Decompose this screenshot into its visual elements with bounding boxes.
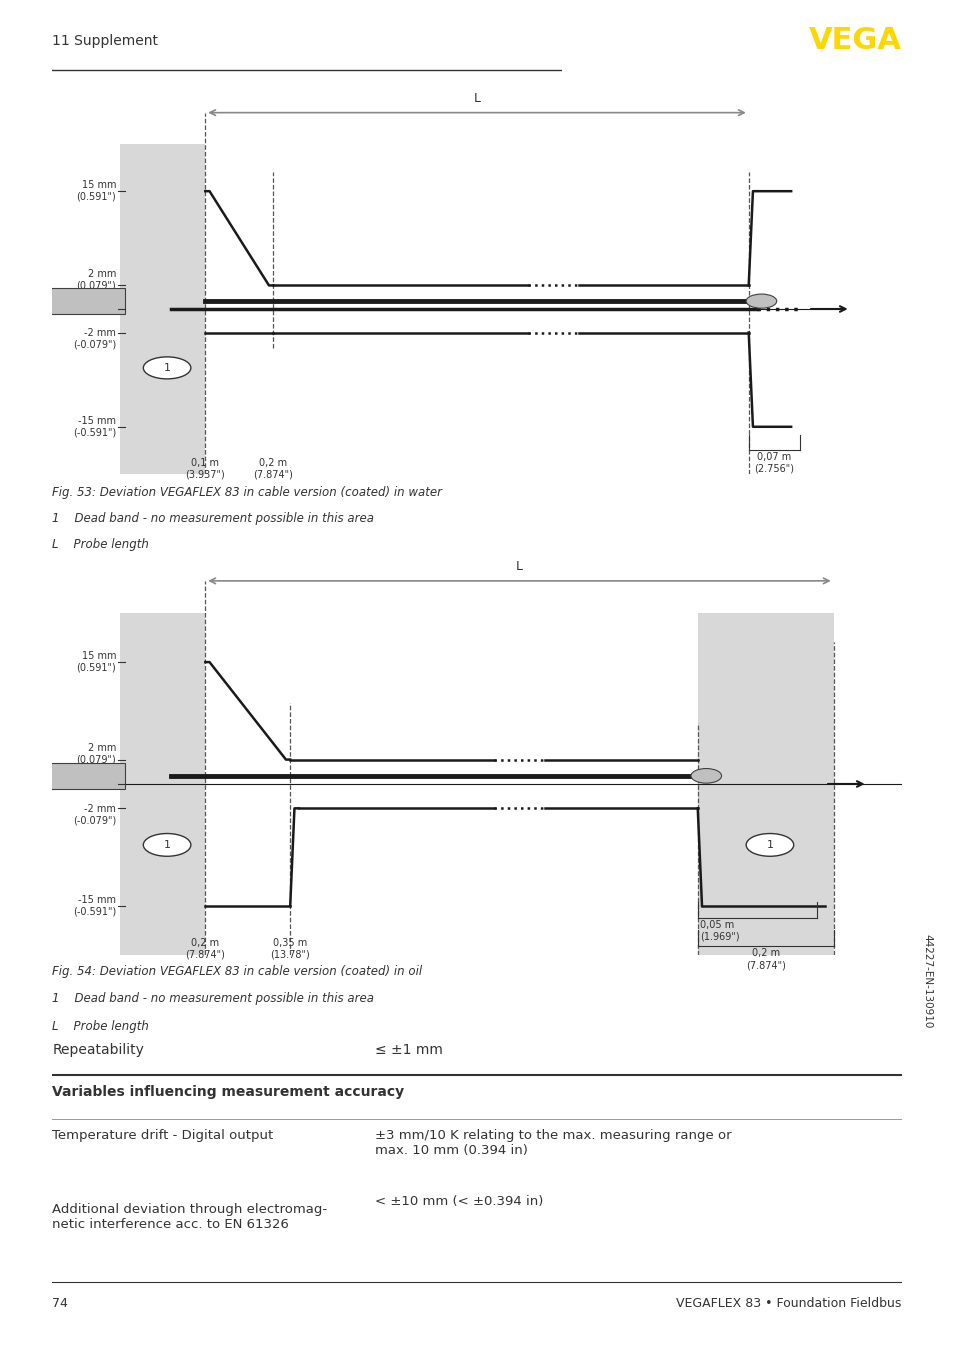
Text: -2 mm
(-0.079"): -2 mm (-0.079") (72, 328, 116, 349)
Text: 0,35 m
(13.78"): 0,35 m (13.78") (270, 938, 310, 960)
Text: 0: 0 (110, 779, 116, 789)
Text: 74: 74 (52, 1297, 69, 1309)
Text: L    Probe length: L Probe length (52, 1020, 150, 1033)
Text: 15 mm
(0.591"): 15 mm (0.591") (76, 180, 116, 202)
Text: VEGA: VEGA (808, 26, 901, 56)
Text: Repeatability: Repeatability (52, 1043, 144, 1056)
Text: Temperature drift - Digital output: Temperature drift - Digital output (52, 1129, 274, 1141)
Bar (697, 613, 833, 955)
Text: 11 Supplement: 11 Supplement (52, 34, 158, 47)
Text: 0,2 m
(7.874"): 0,2 m (7.874") (745, 948, 784, 969)
Text: 44227-EN-130910: 44227-EN-130910 (922, 934, 932, 1029)
Text: Variables influencing measurement accuracy: Variables influencing measurement accura… (52, 1085, 404, 1098)
Text: Fig. 53: Deviation VEGAFLEX 83 in cable version (coated) in water: Fig. 53: Deviation VEGAFLEX 83 in cable … (52, 486, 442, 500)
Text: L: L (516, 559, 522, 573)
Text: 0,2 m
(7.874"): 0,2 m (7.874") (253, 458, 293, 479)
Text: 1    Dead band - no measurement possible in this area: 1 Dead band - no measurement possible in… (52, 512, 375, 525)
Text: 0: 0 (110, 305, 116, 314)
Circle shape (690, 769, 720, 783)
Bar (0, 282, 41, 321)
Text: L: L (473, 92, 480, 104)
Text: 15 mm
(0.591"): 15 mm (0.591") (76, 651, 116, 673)
Text: < ±10 mm (< ±0.394 in): < ±10 mm (< ±0.394 in) (375, 1194, 543, 1208)
Text: -2 mm
(-0.079"): -2 mm (-0.079") (72, 804, 116, 825)
Bar (33, 288, 125, 314)
Text: 0,07 m
(2.756"): 0,07 m (2.756") (754, 452, 793, 474)
Text: 0,1 m
(3.937"): 0,1 m (3.937") (185, 458, 225, 479)
Text: Additional deviation through electromag-
netic interference acc. to EN 61326: Additional deviation through electromag-… (52, 1202, 327, 1231)
Circle shape (143, 357, 191, 379)
Text: 0,05 m
(1.969"): 0,05 m (1.969") (700, 921, 740, 941)
Bar (0, 756, 41, 796)
Text: 1    Dead band - no measurement possible in this area: 1 Dead band - no measurement possible in… (52, 992, 375, 1005)
Bar (120, 144, 205, 474)
Bar (120, 613, 205, 955)
Text: ≤ ±1 mm: ≤ ±1 mm (375, 1043, 442, 1056)
Bar (33, 762, 125, 789)
Circle shape (745, 834, 793, 856)
Text: ±3 mm/10 K relating to the max. measuring range or
max. 10 mm (0.394 in): ±3 mm/10 K relating to the max. measurin… (375, 1129, 731, 1156)
Text: 0,2 m
(7.874"): 0,2 m (7.874") (185, 938, 225, 960)
Text: -15 mm
(-0.591"): -15 mm (-0.591") (72, 416, 116, 437)
Text: 2 mm
(0.079"): 2 mm (0.079") (76, 268, 116, 290)
Text: VEGAFLEX 83 • Foundation Fieldbus: VEGAFLEX 83 • Foundation Fieldbus (676, 1297, 901, 1309)
Circle shape (745, 294, 776, 309)
Text: Fig. 54: Deviation VEGAFLEX 83 in cable version (coated) in oil: Fig. 54: Deviation VEGAFLEX 83 in cable … (52, 964, 422, 978)
Text: L    Probe length: L Probe length (52, 539, 150, 551)
Circle shape (143, 834, 191, 856)
Text: 1: 1 (163, 363, 171, 372)
Text: 1: 1 (163, 839, 171, 850)
Text: -15 mm
(-0.591"): -15 mm (-0.591") (72, 895, 116, 917)
Text: 1: 1 (765, 839, 773, 850)
Text: 2 mm
(0.079"): 2 mm (0.079") (76, 743, 116, 764)
